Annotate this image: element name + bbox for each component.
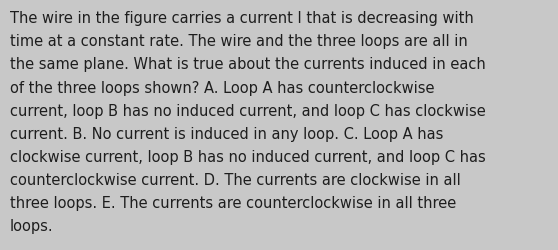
- Text: current. B. No current is induced in any loop. C. Loop A has: current. B. No current is induced in any…: [10, 126, 444, 141]
- Text: current, loop B has no induced current, and loop C has clockwise: current, loop B has no induced current, …: [10, 103, 486, 118]
- Text: The wire in the figure carries a current I that is decreasing with: The wire in the figure carries a current…: [10, 11, 474, 26]
- Text: three loops. E. The currents are counterclockwise in all three: three loops. E. The currents are counter…: [10, 195, 456, 210]
- Text: loops.: loops.: [10, 218, 54, 233]
- Text: clockwise current, loop B has no induced current, and loop C has: clockwise current, loop B has no induced…: [10, 149, 486, 164]
- Text: time at a constant rate. The wire and the three loops are all in: time at a constant rate. The wire and th…: [10, 34, 468, 49]
- Text: of the three loops shown? A. Loop A has counterclockwise: of the three loops shown? A. Loop A has …: [10, 80, 435, 95]
- Text: the same plane. What is true about the currents induced in each: the same plane. What is true about the c…: [10, 57, 486, 72]
- Text: counterclockwise current. D. The currents are clockwise in all: counterclockwise current. D. The current…: [10, 172, 461, 187]
